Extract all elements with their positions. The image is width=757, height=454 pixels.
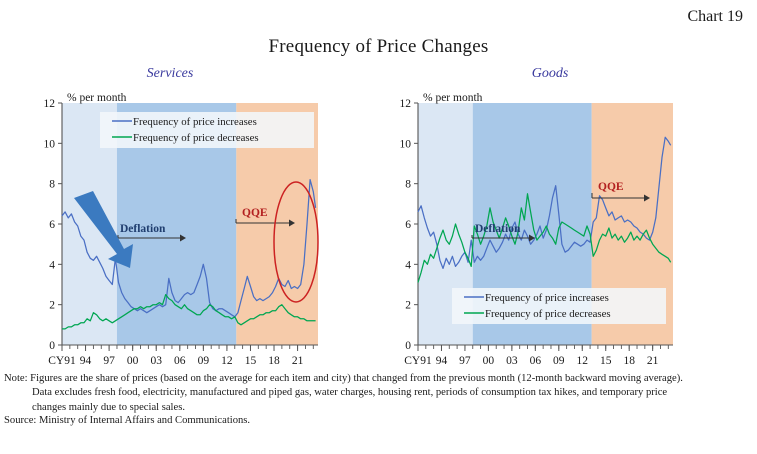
highlight-ellipse <box>273 181 319 303</box>
y-tick-label: 10 <box>400 138 412 150</box>
y-tick-label: 12 <box>400 98 412 110</box>
unit-label: % per month <box>67 92 127 104</box>
x-tick-label: 03 <box>150 355 162 367</box>
y-tick-label: 10 <box>44 138 56 150</box>
legend-label: Frequency of price increases <box>485 292 609 304</box>
series-line <box>417 193 672 283</box>
goods-plot: % per month 0 2 4 6 8 10 12 CY91 94 97 00 03 06 09 12 15… <box>400 92 673 367</box>
y-tick-label: 8 <box>405 179 411 191</box>
x-tick-label: 18 <box>623 355 635 367</box>
annotation-deflation-goods-label: Deflation <box>475 223 521 235</box>
x-tick-label: CY91 <box>404 355 432 367</box>
y-tick-label: 2 <box>49 300 55 312</box>
x-tick-label: 21 <box>647 355 659 367</box>
chart-panel-goods: % per month 0 2 4 6 8 10 12 CY91 94 97 00 03 06 09 12 15… <box>380 0 757 372</box>
x-tick-label: 15 <box>245 355 257 367</box>
x-tick-label: 97 <box>103 355 115 367</box>
x-tick-label: 15 <box>600 355 612 367</box>
y-tick-label: 0 <box>49 340 55 352</box>
y-tick-label: 8 <box>49 179 55 191</box>
unit-label: % per month <box>423 92 483 104</box>
x-tick-label: 00 <box>483 355 495 367</box>
legend-goods: Frequency of price increases Frequency of… <box>452 288 666 324</box>
panel-title-services: Services <box>146 66 194 81</box>
x-tick-label: 97 <box>459 355 471 367</box>
annotation-qqe-services: QQE <box>235 207 295 227</box>
legend-label: Frequency of price decreases <box>485 308 611 320</box>
series-line <box>62 293 316 330</box>
annotation-qqe-goods-label: QQE <box>598 181 624 193</box>
annotation-qqe-services-label: QQE <box>242 207 268 219</box>
x-tick-label: 94 <box>436 355 448 367</box>
series-line <box>61 178 317 318</box>
y-tick-label: 6 <box>405 219 411 231</box>
y-tick-label: 4 <box>405 259 411 271</box>
x-tick-label: 18 <box>268 355 280 367</box>
legend-label: Frequency of price decreases <box>133 132 259 144</box>
y-tick-label: 0 <box>405 340 411 352</box>
x-tick-label: 00 <box>127 355 139 367</box>
chart-panel-services: % per month 0 2 4 6 8 10 12 CY91 94 97 00 03 06 09 12 15… <box>0 0 380 372</box>
annotation-qqe-goods: QQE <box>591 181 650 202</box>
chart-number: Chart 19 <box>687 8 743 25</box>
x-tick-label: 06 <box>530 355 542 367</box>
y-tick-label: 6 <box>49 219 55 231</box>
x-tick-label: 12 <box>577 355 589 367</box>
annotation-deflation-services: Deflation <box>117 223 186 242</box>
x-tick-label: 03 <box>506 355 518 367</box>
footnote-note: Note: Figures are the share of prices (b… <box>4 372 756 415</box>
series-line <box>417 136 672 270</box>
page-title: Frequency of Price Changes <box>268 36 489 57</box>
footnote-line-1: Note: Figures are the share of prices (b… <box>4 373 683 384</box>
y-tick-label: 2 <box>405 300 411 312</box>
downward-trend-arrow <box>74 191 133 268</box>
footnote-line-2: Data excludes fresh food, electricity, m… <box>32 387 668 399</box>
footnote-source: Source: Ministry of Internal Affairs and… <box>4 415 251 426</box>
services-plot: % per month 0 2 4 6 8 10 12 CY91 94 97 00 03 06 09 12 15… <box>44 92 319 367</box>
x-tick-label: 09 <box>198 355 210 367</box>
y-tick-label: 12 <box>44 98 56 110</box>
footnote-line-3: changes mainly due to special sales. <box>32 401 185 413</box>
legend-services: Frequency of price increases Frequency of… <box>100 112 314 148</box>
x-tick-label: 21 <box>292 355 304 367</box>
legend-label: Frequency of price increases <box>133 116 257 128</box>
x-tick-label: 94 <box>80 355 92 367</box>
annotation-deflation-goods: Deflation <box>471 223 535 242</box>
annotation-deflation-services-label: Deflation <box>120 223 166 235</box>
y-tick-label: 4 <box>49 259 55 271</box>
x-tick-label: 09 <box>553 355 565 367</box>
panel-title-goods: Goods <box>531 66 569 81</box>
x-tick-label: 12 <box>221 355 233 367</box>
x-tick-label: 06 <box>174 355 186 367</box>
x-tick-label: CY91 <box>48 355 76 367</box>
